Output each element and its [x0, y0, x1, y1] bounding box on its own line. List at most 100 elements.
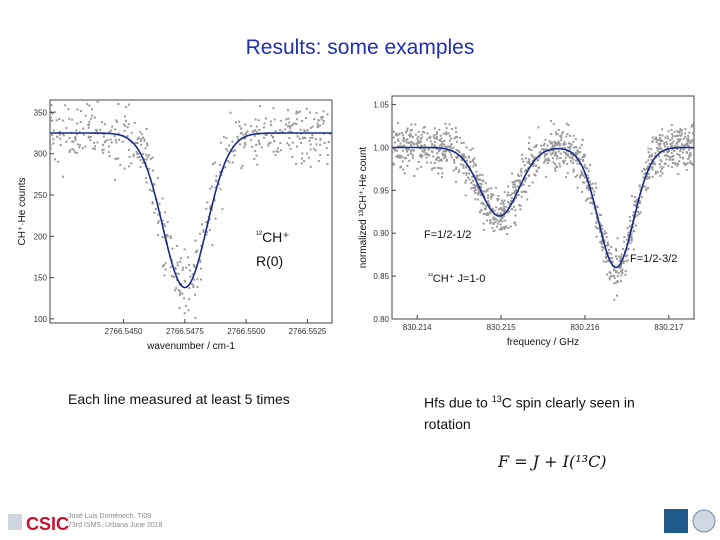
- footer-text: José Luis Doménech. TI09 73rd ISMS, Urba…: [68, 512, 163, 530]
- data-point: [194, 293, 197, 296]
- annotation-transition: R(0): [256, 253, 283, 269]
- data-point: [462, 157, 465, 160]
- data-point: [601, 241, 604, 244]
- data-point: [655, 136, 658, 139]
- data-point: [258, 141, 261, 144]
- footer-author: José Luis Doménech. TI09: [68, 513, 152, 520]
- data-point: [511, 181, 514, 183]
- data-point: [638, 201, 641, 204]
- data-point: [238, 125, 241, 128]
- data-point: [517, 173, 519, 176]
- data-point: [179, 257, 182, 260]
- data-point: [322, 122, 325, 125]
- data-point: [451, 128, 453, 130]
- data-point: [127, 123, 130, 126]
- data-point: [258, 143, 261, 146]
- data-point: [657, 155, 660, 158]
- data-point: [295, 123, 298, 125]
- data-point: [512, 183, 515, 186]
- data-point: [616, 294, 618, 297]
- data-point: [568, 156, 571, 159]
- data-point: [437, 160, 440, 163]
- data-point: [103, 123, 106, 126]
- data-point: [619, 264, 622, 267]
- data-point: [520, 191, 523, 193]
- data-point: [643, 168, 646, 171]
- data-point: [101, 149, 104, 152]
- data-point: [534, 174, 537, 177]
- data-point: [554, 131, 557, 134]
- data-point: [490, 195, 493, 197]
- data-point: [690, 125, 693, 128]
- data-point: [555, 144, 558, 147]
- data-point: [550, 153, 552, 156]
- data-point: [442, 154, 444, 157]
- data-point: [477, 198, 480, 201]
- data-point: [423, 125, 426, 128]
- data-point: [447, 149, 450, 152]
- data-point: [634, 224, 637, 227]
- data-point: [506, 233, 509, 236]
- data-point: [503, 199, 506, 202]
- data-point: [432, 155, 435, 158]
- data-point: [50, 116, 52, 119]
- data-point: [543, 161, 545, 164]
- data-point: [497, 194, 500, 197]
- data-point: [136, 142, 139, 144]
- data-point: [143, 140, 146, 142]
- data-point: [405, 129, 408, 132]
- data-point: [182, 266, 184, 269]
- data-point: [522, 160, 525, 163]
- data-point: [673, 150, 676, 152]
- data-point: [623, 236, 626, 239]
- data-point: [679, 128, 682, 131]
- data-point: [78, 146, 81, 149]
- data-point: [498, 228, 501, 231]
- data-point: [245, 132, 248, 134]
- data-point: [510, 200, 512, 203]
- data-point: [445, 150, 448, 153]
- data-point: [659, 140, 662, 143]
- data-point: [470, 187, 473, 190]
- data-point: [142, 136, 145, 139]
- annotation-species: ¹²CH⁺: [256, 229, 290, 245]
- data-point: [323, 141, 326, 144]
- data-point: [295, 145, 298, 148]
- data-point: [450, 153, 453, 156]
- data-point: [445, 159, 448, 162]
- data-point: [214, 217, 217, 220]
- data-point: [647, 172, 650, 175]
- data-point: [444, 122, 447, 125]
- data-point: [680, 134, 683, 137]
- data-point: [476, 185, 479, 188]
- data-point: [637, 206, 640, 209]
- data-point: [481, 202, 484, 204]
- data-point: [91, 114, 94, 117]
- data-point: [209, 205, 212, 208]
- caption-right-text-b: C spin clearly seen in: [501, 394, 635, 411]
- data-point: [582, 181, 584, 184]
- data-point: [590, 212, 593, 215]
- data-point: [626, 227, 629, 230]
- data-point: [161, 197, 164, 200]
- data-point: [134, 142, 137, 144]
- data-point: [305, 117, 307, 119]
- data-point: [648, 156, 651, 159]
- data-point: [301, 137, 304, 140]
- data-point: [688, 161, 691, 164]
- data-point: [569, 160, 572, 163]
- data-point: [319, 124, 322, 127]
- annotation-species-part-1: CH⁺: [262, 229, 290, 245]
- x-tick-label: 830.215: [487, 323, 516, 332]
- data-point: [504, 205, 507, 208]
- data-point: [638, 199, 641, 202]
- data-point: [584, 167, 587, 169]
- x-tick-label: 2766.5475: [166, 327, 204, 336]
- data-point: [455, 157, 458, 159]
- data-point: [506, 211, 509, 214]
- data-point: [523, 190, 526, 193]
- data-point: [127, 103, 130, 106]
- data-point: [316, 122, 319, 125]
- data-point: [128, 165, 131, 168]
- data-point: [79, 121, 82, 123]
